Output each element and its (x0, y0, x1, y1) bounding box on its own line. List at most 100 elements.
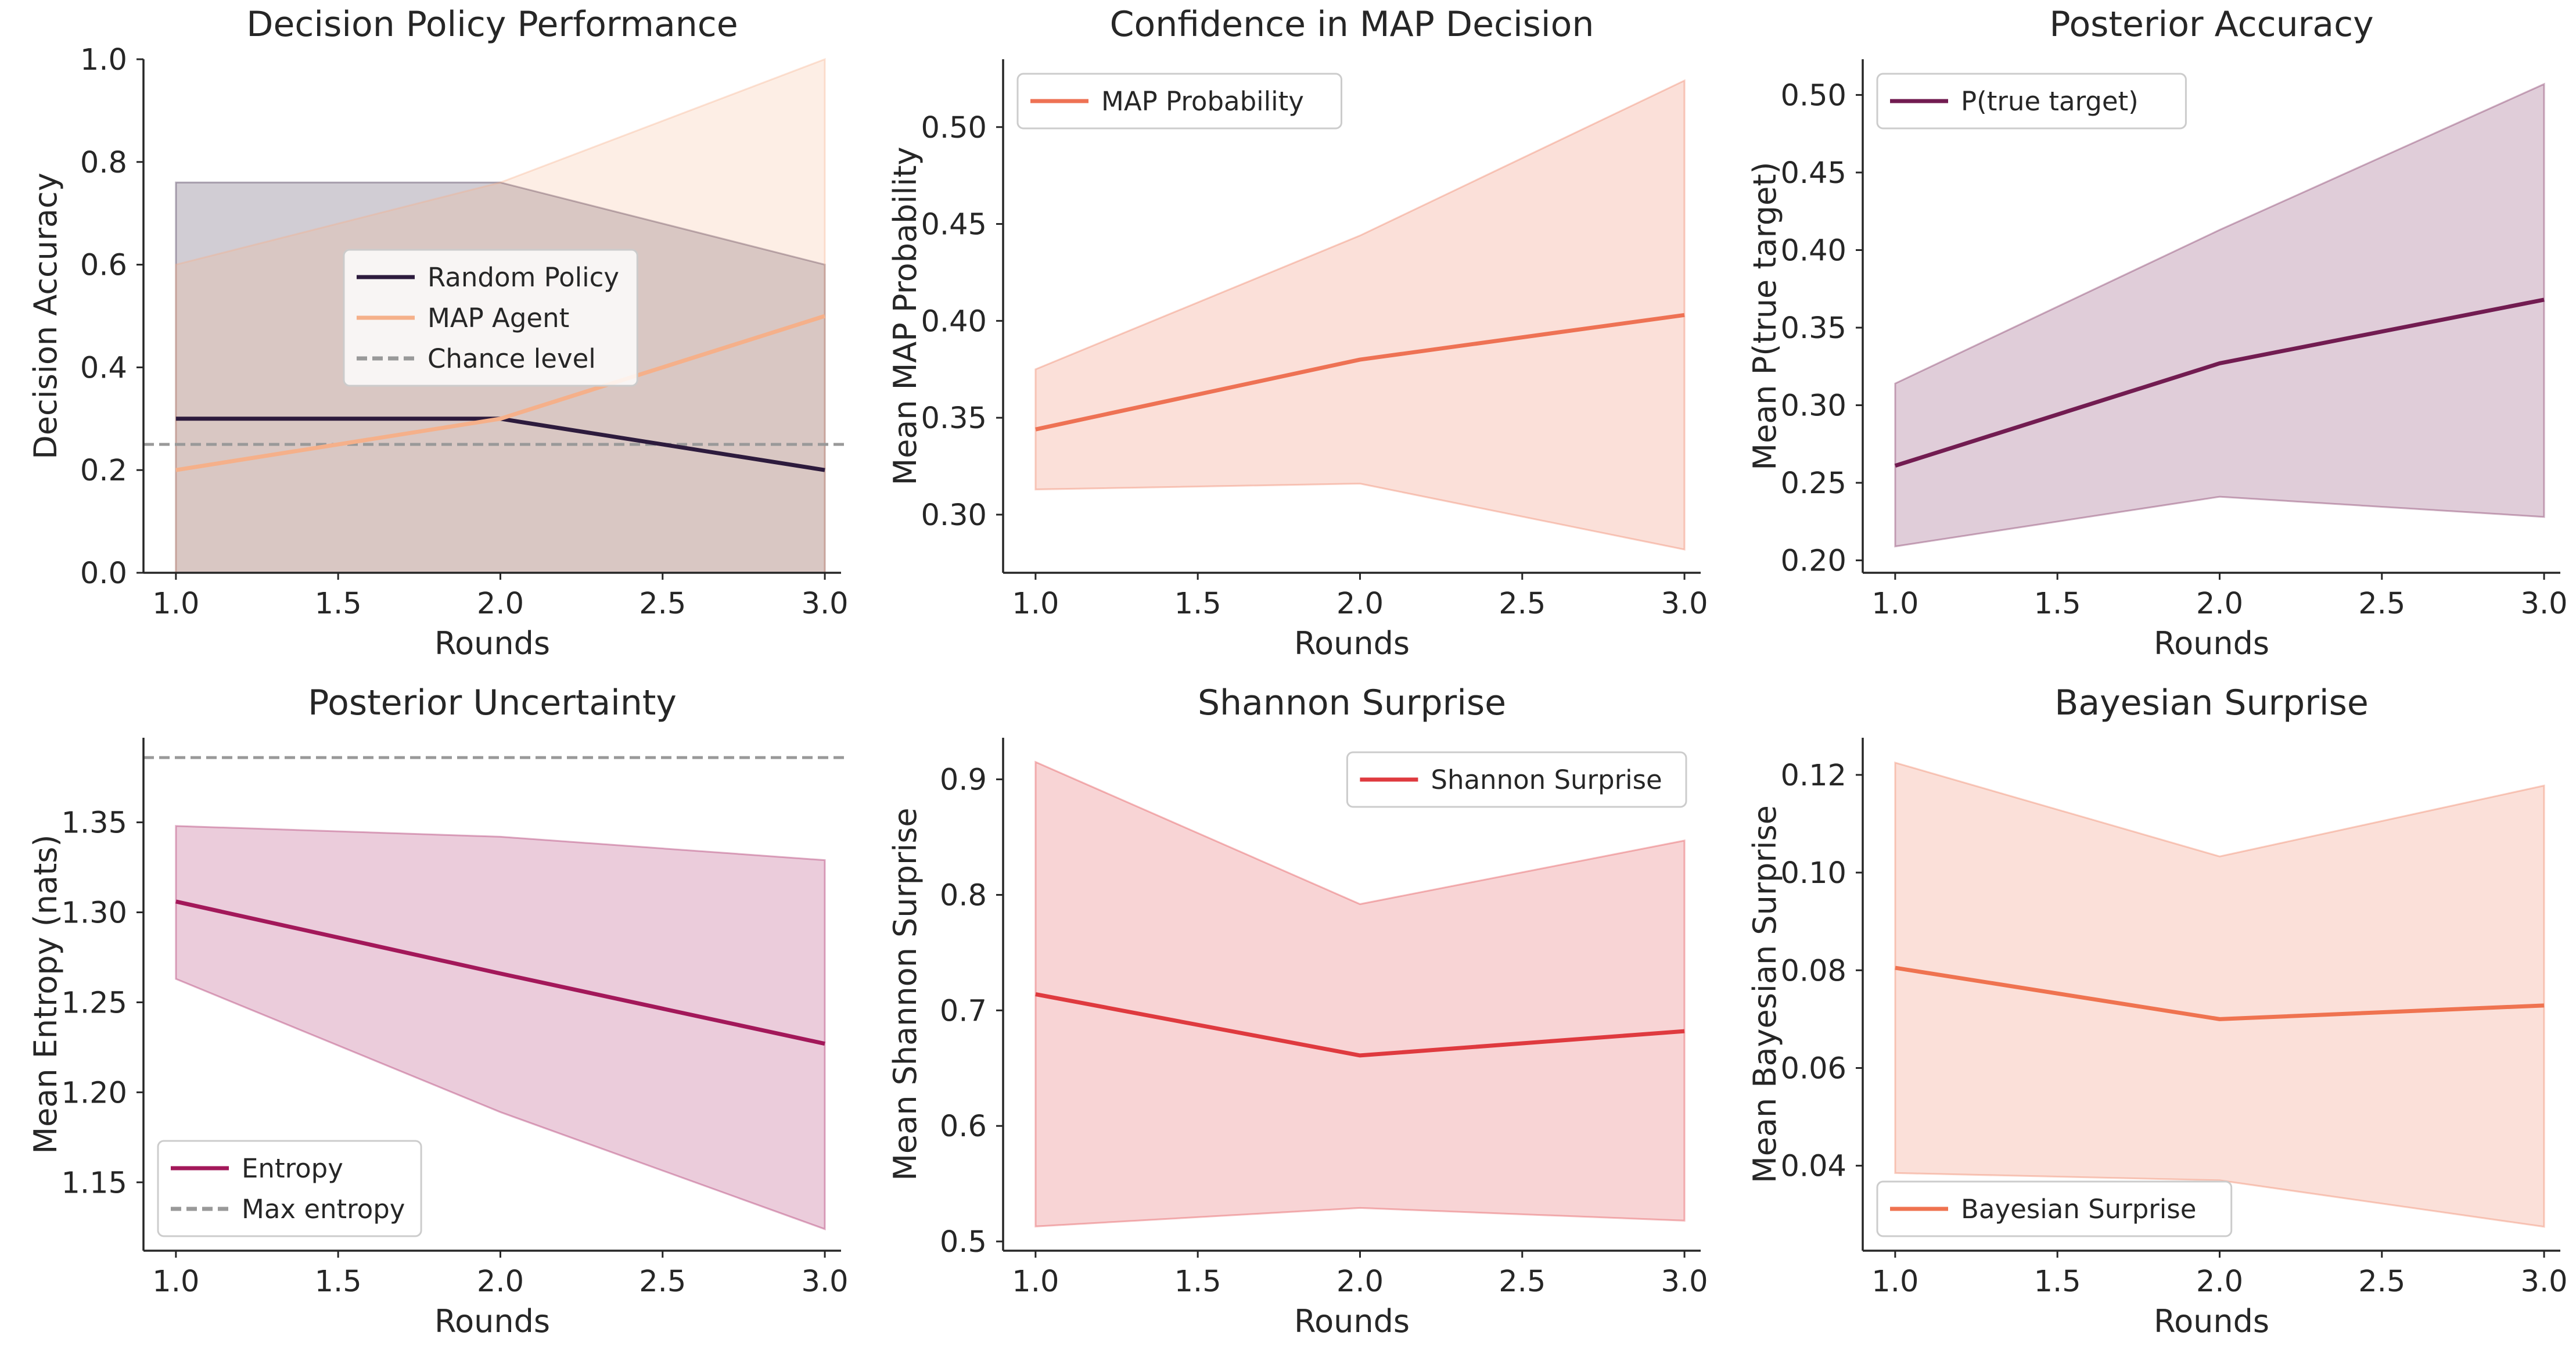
series-line (1035, 313, 1685, 432)
x-axis-label: Rounds (1294, 625, 1410, 662)
y-tick-label: 0.25 (1780, 466, 1846, 501)
y-tick-label: 0.20 (1780, 544, 1846, 579)
y-tick-label: 0.10 (1780, 856, 1846, 891)
y-tick-label: 0.45 (921, 208, 987, 242)
y-axis-label: Mean Shannon Surprise (887, 807, 924, 1180)
x-tick-label: 1.0 (152, 587, 199, 621)
chart-legend: P(true target) (1876, 73, 2187, 130)
x-tick-label: 2.0 (1336, 1265, 1384, 1299)
y-tick-label: 1.30 (61, 896, 127, 931)
y-tick-label: 0.7 (940, 994, 987, 1028)
chart-panel: 1.0 1.5 2.0 2.5 3.0 1.15 1.20 1.25 1.30 1.35 Poste… (27, 683, 849, 1340)
x-axis-label: Rounds (2154, 1303, 2269, 1340)
x-tick-label: 2.0 (1336, 587, 1384, 621)
x-tick-label: 1.0 (1012, 587, 1059, 621)
legend-label: Shannon Surprise (1431, 764, 1662, 795)
x-tick-label: 2.5 (1499, 587, 1546, 621)
y-tick-label: 0.8 (80, 146, 127, 180)
legend-label: MAP Agent (427, 303, 569, 333)
chart-title: Shannon Surprise (1198, 683, 1506, 723)
y-tick-label: 0.4 (80, 351, 127, 385)
confidence-band (1894, 82, 2545, 548)
legend-label: Entropy (242, 1153, 343, 1184)
x-tick-label: 1.5 (2034, 587, 2081, 621)
chart-title: Posterior Uncertainty (308, 683, 677, 723)
legend-label: MAP Probability (1101, 86, 1304, 117)
chart-title: Confidence in MAP Decision (1110, 4, 1594, 45)
x-tick-label: 2.0 (2196, 1265, 2243, 1299)
chart-panel: 1.0 1.5 2.0 2.5 3.0 0.20 0.25 0.30 0.35 0.40 0.45 0… (1747, 4, 2568, 662)
y-axis-label: Decision Accuracy (27, 173, 64, 459)
chart-title: Decision Policy Performance (246, 4, 738, 45)
y-tick-label: 1.35 (61, 806, 127, 841)
legend-label: Random Policy (427, 262, 619, 293)
y-tick-label: 1.25 (61, 986, 127, 1020)
x-tick-label: 3.0 (802, 1265, 849, 1299)
y-tick-label: 1.15 (61, 1166, 127, 1200)
x-tick-label: 3.0 (802, 587, 849, 621)
confidence-band (1034, 79, 1686, 551)
y-tick-label: 1.20 (61, 1076, 127, 1110)
confidence-band (175, 825, 826, 1230)
x-tick-label: 1.5 (1174, 587, 1221, 621)
y-tick-label: 0.2 (80, 454, 127, 488)
y-tick-label: 0.6 (940, 1110, 987, 1144)
series-line (175, 314, 826, 472)
chart-title: Bayesian Surprise (2054, 683, 2369, 723)
y-tick-label: 0.40 (921, 304, 987, 339)
y-tick-label: 0.06 (1780, 1051, 1846, 1086)
legend-box (157, 1140, 422, 1237)
x-tick-label: 2.5 (2358, 1265, 2405, 1299)
y-axis-label: Mean MAP Probability (887, 146, 924, 485)
legend-box (1016, 73, 1342, 130)
chart-legend: Entropy Max entropy (157, 1140, 422, 1237)
x-tick-label: 1.0 (1871, 1265, 1918, 1299)
y-tick-label: 0.08 (1780, 954, 1846, 988)
x-tick-label: 2.0 (477, 587, 524, 621)
y-axis-label: Mean Entropy (nats) (27, 834, 64, 1154)
x-tick-label: 2.5 (2358, 587, 2405, 621)
y-tick-label: 0.9 (940, 763, 987, 798)
confidence-band (1894, 761, 2545, 1228)
x-tick-label: 1.0 (1012, 1265, 1059, 1299)
legend-box (1876, 1180, 2233, 1237)
legend-box (343, 249, 638, 387)
y-tick-label: 0.5 (940, 1225, 987, 1259)
chart-panel: 1.0 1.5 2.0 2.5 3.0 0.5 0.6 0.7 0.8 0.9 Shannon Su… (887, 683, 1708, 1340)
x-tick-label: 3.0 (1661, 1265, 1708, 1299)
series-line (1035, 992, 1685, 1058)
y-tick-label: 0.12 (1780, 759, 1846, 793)
y-tick-label: 0.50 (921, 111, 987, 145)
x-axis-label: Rounds (434, 625, 550, 662)
series-line (1894, 297, 2545, 468)
y-axis-label: Mean P(true target) (1747, 161, 1783, 470)
x-tick-label: 2.0 (477, 1265, 524, 1299)
y-tick-label: 0.30 (921, 498, 987, 533)
chart-legend: Shannon Surprise (1346, 751, 1687, 808)
legend-box (1876, 73, 2187, 130)
x-axis-label: Rounds (1294, 1303, 1410, 1340)
x-tick-label: 3.0 (1661, 587, 1708, 621)
y-tick-label: 0.40 (1780, 234, 1846, 268)
x-tick-label: 3.0 (2521, 1265, 2568, 1299)
y-tick-label: 0.0 (80, 557, 127, 591)
x-tick-label: 1.5 (315, 1265, 362, 1299)
chart-legend: Random Policy MAP Agent Chance level (343, 249, 638, 387)
series-line (1895, 965, 2545, 1021)
x-tick-label: 1.0 (1871, 587, 1918, 621)
series-line (175, 899, 825, 1046)
y-tick-label: 0.35 (921, 401, 987, 436)
x-tick-label: 3.0 (2521, 587, 2568, 621)
chart-panel: 1.0 1.5 2.0 2.5 3.0 0.30 0.35 0.40 0.45 0.50 Confi… (887, 4, 1708, 662)
y-tick-label: 0.45 (1780, 156, 1846, 191)
x-axis-label: Rounds (2154, 625, 2269, 662)
legend-label: Chance level (427, 343, 596, 374)
y-tick-label: 0.6 (80, 249, 127, 283)
chart-panel: 1.0 1.5 2.0 2.5 3.0 0.0 0.2 0.4 0.6 0.8 1.0 Decisio… (27, 4, 849, 662)
x-tick-label: 1.5 (1174, 1265, 1221, 1299)
x-tick-label: 2.5 (1499, 1265, 1546, 1299)
x-tick-label: 1.0 (152, 1265, 199, 1299)
chart-legend: MAP Probability (1016, 73, 1342, 130)
legend-label: Bayesian Surprise (1961, 1194, 2196, 1225)
